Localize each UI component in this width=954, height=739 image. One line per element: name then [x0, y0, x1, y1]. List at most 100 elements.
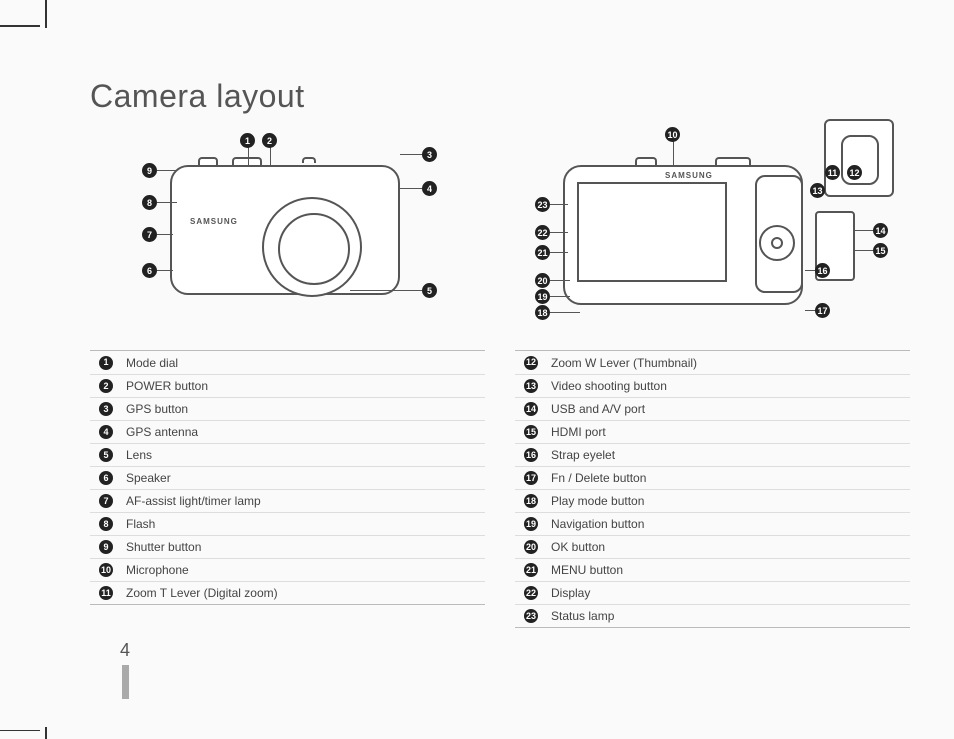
callout-badge: 18 — [535, 305, 550, 320]
part-number-badge: 10 — [90, 563, 122, 577]
part-number-badge: 20 — [515, 540, 547, 554]
part-label: GPS button — [122, 402, 485, 416]
part-label: USB and A/V port — [547, 402, 910, 416]
part-label: Strap eyelet — [547, 448, 910, 462]
page-content: Camera layout SAMSUNG — [90, 78, 910, 628]
part-label: Zoom T Lever (Digital zoom) — [122, 586, 485, 600]
part-label: Status lamp — [547, 609, 910, 623]
part-number-badge: 15 — [515, 425, 547, 439]
part-number-badge: 19 — [515, 517, 547, 531]
part-number-badge: 4 — [90, 425, 122, 439]
front-parts-table: 1Mode dial2POWER button3GPS button4GPS a… — [90, 350, 485, 605]
part-number-badge: 3 — [90, 402, 122, 416]
part-number-badge: 6 — [90, 471, 122, 485]
callout-badge: 15 — [873, 243, 888, 258]
part-label: OK button — [547, 540, 910, 554]
table-row: 21MENU button — [515, 558, 910, 581]
page-title: Camera layout — [90, 78, 910, 115]
display-icon — [577, 182, 727, 282]
callout-badge: 13 — [810, 183, 825, 198]
table-row: 16Strap eyelet — [515, 443, 910, 466]
columns: SAMSUNG 123456789 1Mode dial2POWER b — [90, 125, 910, 628]
part-label: Display — [547, 586, 910, 600]
part-number-badge: 14 — [515, 402, 547, 416]
callout-badge: 6 — [142, 263, 157, 278]
part-label: Speaker — [122, 471, 485, 485]
crop-mark — [0, 25, 40, 27]
part-number-badge: 11 — [90, 586, 122, 600]
table-row: 6Speaker — [90, 466, 485, 489]
callout-badge: 7 — [142, 227, 157, 242]
part-number-badge: 5 — [90, 448, 122, 462]
part-label: POWER button — [122, 379, 485, 393]
brand-label: SAMSUNG — [665, 171, 713, 180]
part-number-badge: 16 — [515, 448, 547, 462]
crop-mark — [0, 730, 40, 732]
callout-badge: 9 — [142, 163, 157, 178]
callout-badge: 8 — [142, 195, 157, 210]
part-label: Shutter button — [122, 540, 485, 554]
callout-badge: 14 — [873, 223, 888, 238]
table-row: 22Display — [515, 581, 910, 604]
right-column: SAMSUNG — [515, 125, 910, 628]
part-number-badge: 17 — [515, 471, 547, 485]
part-label: Video shooting button — [547, 379, 910, 393]
table-row: 10Microphone — [90, 558, 485, 581]
part-number-badge: 22 — [515, 586, 547, 600]
callout-badge: 4 — [422, 181, 437, 196]
lens-icon — [262, 197, 362, 297]
table-row: 2POWER button — [90, 374, 485, 397]
table-row: 23Status lamp — [515, 604, 910, 627]
table-row: 20OK button — [515, 535, 910, 558]
part-label: Play mode button — [547, 494, 910, 508]
part-label: Mode dial — [122, 356, 485, 370]
part-number-badge: 18 — [515, 494, 547, 508]
table-row: 8Flash — [90, 512, 485, 535]
back-parts-table: 12Zoom W Lever (Thumbnail)13Video shooti… — [515, 350, 910, 628]
part-number-badge: 21 — [515, 563, 547, 577]
table-row: 3GPS button — [90, 397, 485, 420]
table-row: 13Video shooting button — [515, 374, 910, 397]
table-row: 4GPS antenna — [90, 420, 485, 443]
table-row: 19Navigation button — [515, 512, 910, 535]
part-label: Flash — [122, 517, 485, 531]
part-number-badge: 7 — [90, 494, 122, 508]
part-number-badge: 1 — [90, 356, 122, 370]
table-row: 15HDMI port — [515, 420, 910, 443]
table-row: 11Zoom T Lever (Digital zoom) — [90, 581, 485, 604]
part-number-badge: 13 — [515, 379, 547, 393]
callout-badge: 22 — [535, 225, 550, 240]
table-row: 1Mode dial — [90, 351, 485, 374]
crop-mark — [45, 727, 47, 739]
table-row: 12Zoom W Lever (Thumbnail) — [515, 351, 910, 374]
callout-badge: 3 — [422, 147, 437, 162]
part-label: Microphone — [122, 563, 485, 577]
callout-badge: 2 — [262, 133, 277, 148]
part-label: Navigation button — [547, 517, 910, 531]
callout-badge: 19 — [535, 289, 550, 304]
table-row: 17Fn / Delete button — [515, 466, 910, 489]
table-row: 7AF-assist light/timer lamp — [90, 489, 485, 512]
callout-badge: 11 — [825, 165, 840, 180]
callout-badge: 20 — [535, 273, 550, 288]
callout-badge: 16 — [815, 263, 830, 278]
camera-back-diagram: SAMSUNG — [515, 125, 910, 340]
table-row: 5Lens — [90, 443, 485, 466]
part-number-badge: 2 — [90, 379, 122, 393]
part-number-badge: 23 — [515, 609, 547, 623]
part-label: Zoom W Lever (Thumbnail) — [547, 356, 910, 370]
zoom-lever-detail — [824, 119, 894, 197]
part-number-badge: 9 — [90, 540, 122, 554]
part-label: AF-assist light/timer lamp — [122, 494, 485, 508]
part-label: GPS antenna — [122, 425, 485, 439]
brand-label: SAMSUNG — [190, 217, 238, 226]
crop-mark — [45, 0, 47, 28]
callout-badge: 12 — [847, 165, 862, 180]
part-label: Lens — [122, 448, 485, 462]
callout-badge: 21 — [535, 245, 550, 260]
table-row: 18Play mode button — [515, 489, 910, 512]
part-label: MENU button — [547, 563, 910, 577]
callout-badge: 17 — [815, 303, 830, 318]
callout-badge: 10 — [665, 127, 680, 142]
callout-badge: 1 — [240, 133, 255, 148]
